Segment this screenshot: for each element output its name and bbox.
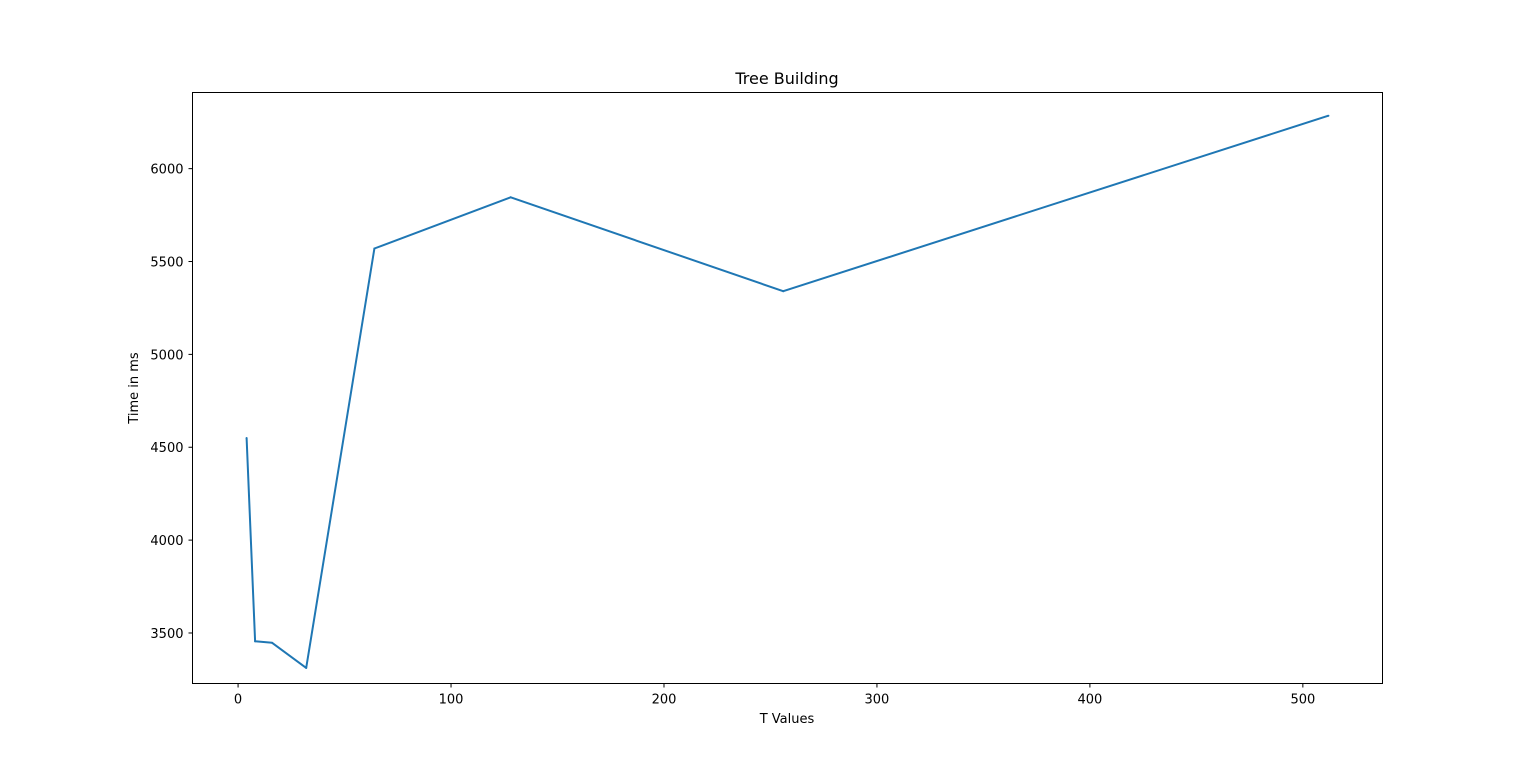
y-tick-label: 5500 — [150, 256, 183, 271]
y-tick-label: 3500 — [150, 627, 183, 642]
y-tick-label: 4500 — [150, 441, 183, 456]
x-tick-label: 200 — [652, 693, 677, 708]
data-point — [782, 290, 785, 293]
x-tick-label: 300 — [865, 693, 890, 708]
x-axis-label: T Values — [759, 712, 815, 727]
data-point — [509, 196, 512, 199]
x-axis-ticks: 0 100 200 300 400 500 — [234, 683, 1315, 708]
y-axis-label: Time in ms — [127, 352, 142, 425]
x-tick-label: 0 — [234, 693, 242, 708]
y-axis-ticks: 3500 4000 4500 5000 5500 6000 — [150, 163, 193, 642]
x-tick-label: 400 — [1077, 693, 1102, 708]
chart-title: Tree Building — [734, 69, 838, 88]
data-point — [271, 641, 274, 644]
data-point — [245, 436, 248, 439]
data-point — [1327, 114, 1330, 117]
data-point — [305, 666, 308, 669]
x-tick-label: 500 — [1290, 693, 1315, 708]
y-tick-label: 6000 — [150, 163, 183, 178]
y-tick-label: 5000 — [150, 348, 183, 363]
series-line — [245, 114, 1329, 669]
y-tick-label: 4000 — [150, 534, 183, 549]
x-tick-label: 100 — [439, 693, 464, 708]
data-point — [373, 247, 376, 250]
series-layer — [245, 114, 1330, 669]
plot-frame — [192, 92, 1383, 684]
data-point — [254, 640, 257, 643]
